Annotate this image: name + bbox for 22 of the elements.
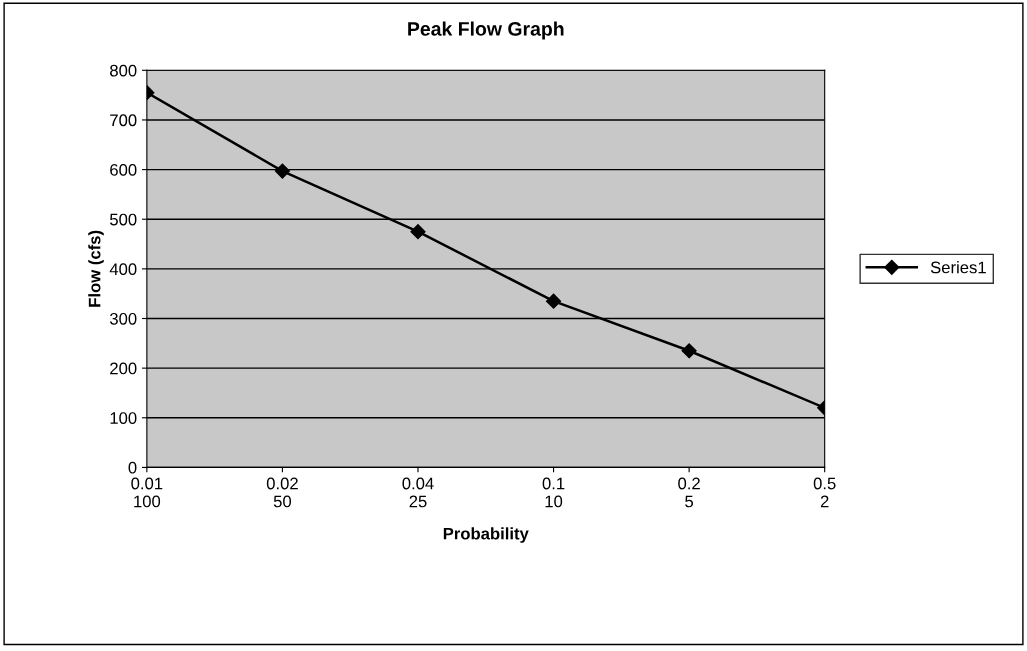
y-tick-label: 500: [110, 213, 137, 226]
x-axis-title: Probability: [443, 527, 529, 543]
y-axis-title: Flow (cfs): [88, 230, 104, 307]
y-tick-label: 100: [110, 412, 137, 424]
x-tick-label: 0.01 100: [131, 477, 163, 508]
y-tick-label: 0: [128, 461, 137, 474]
legend-label: Series1: [930, 261, 986, 274]
y-tick-label: 400: [109, 263, 137, 276]
point: [410, 224, 426, 240]
y-tick-label: 800: [110, 64, 137, 77]
y-tick-label: 700: [110, 114, 137, 127]
y-tick-label: 600: [110, 163, 137, 176]
x-tick-label: 0.1 10: [542, 477, 565, 508]
point: [681, 343, 697, 359]
x-tick-label: 0.04 25: [402, 477, 434, 508]
chart-title: Peak Flow Graph: [408, 21, 564, 40]
point: [545, 293, 562, 309]
x-tick-label: 0.5 2: [813, 477, 836, 508]
y-tick-label: 300: [109, 312, 137, 325]
y-tick-label: 200: [110, 362, 137, 375]
x-tick-label: 0.02 50: [266, 477, 298, 508]
x-tick-label: 0.2 5: [678, 477, 700, 508]
